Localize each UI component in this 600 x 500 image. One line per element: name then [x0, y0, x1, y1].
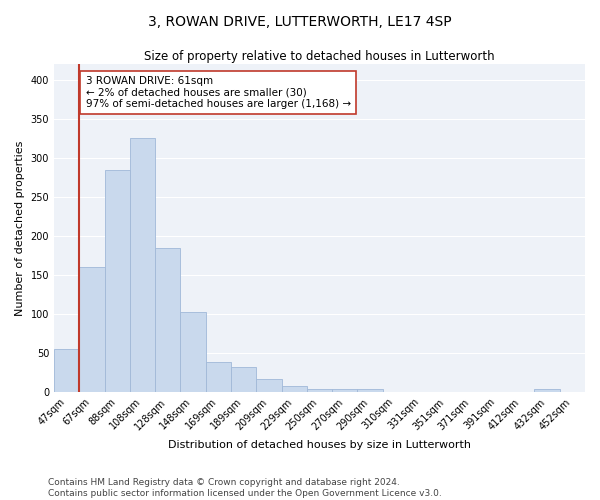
Title: Size of property relative to detached houses in Lutterworth: Size of property relative to detached ho… [144, 50, 495, 63]
Bar [535, 389, 560, 392]
Y-axis label: Number of detached properties: Number of detached properties [15, 140, 25, 316]
Bar [231, 367, 256, 392]
Text: Contains HM Land Registry data © Crown copyright and database right 2024.
Contai: Contains HM Land Registry data © Crown c… [48, 478, 442, 498]
Bar [79, 267, 104, 392]
Bar [358, 389, 383, 392]
Bar [307, 389, 332, 392]
Bar [206, 362, 231, 392]
Bar [332, 389, 358, 392]
Bar [256, 380, 281, 392]
Bar [130, 138, 155, 392]
Bar [104, 170, 130, 392]
X-axis label: Distribution of detached houses by size in Lutterworth: Distribution of detached houses by size … [168, 440, 471, 450]
Bar [155, 248, 181, 392]
Bar [54, 349, 79, 392]
Text: 3, ROWAN DRIVE, LUTTERWORTH, LE17 4SP: 3, ROWAN DRIVE, LUTTERWORTH, LE17 4SP [148, 15, 452, 29]
Text: 3 ROWAN DRIVE: 61sqm
← 2% of detached houses are smaller (30)
97% of semi-detach: 3 ROWAN DRIVE: 61sqm ← 2% of detached ho… [86, 76, 351, 109]
Bar [281, 386, 307, 392]
Bar [181, 312, 206, 392]
